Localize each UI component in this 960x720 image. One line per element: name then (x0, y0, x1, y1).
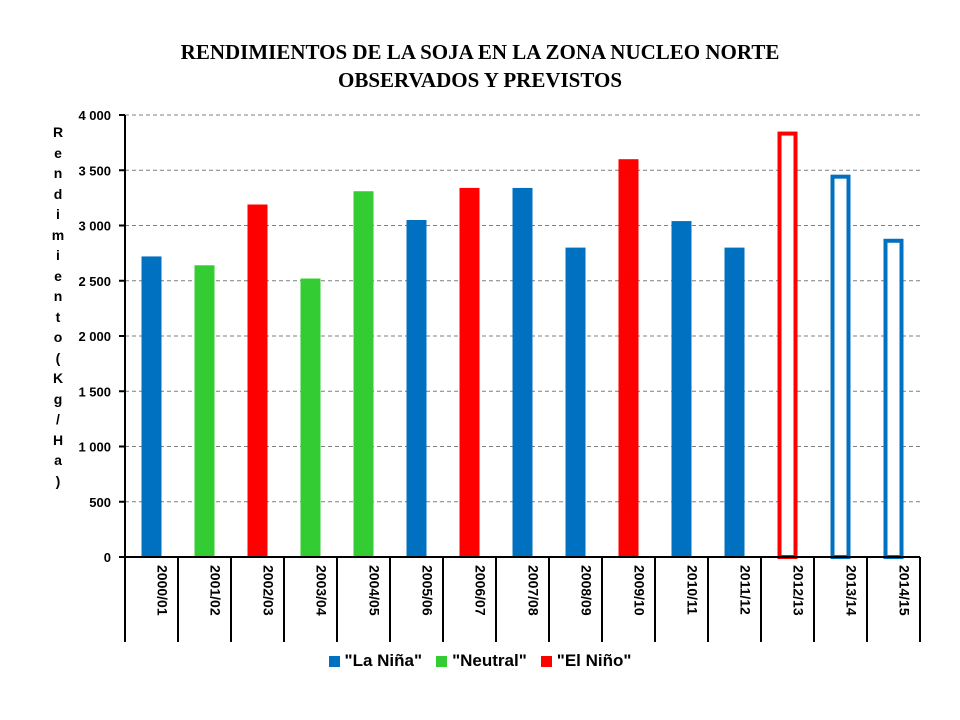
x-tick-label: 2004/05 (367, 565, 383, 616)
bar-predicted (830, 174, 851, 559)
y-axis-label-char: ) (55, 472, 61, 489)
legend-label: "Neutral" (452, 651, 527, 670)
y-axis-label-char: / (56, 411, 60, 427)
y-axis-label-char: K (52, 370, 64, 386)
x-tick-label: 2000/01 (155, 565, 171, 616)
bar-predicted (883, 238, 904, 559)
bar (141, 256, 162, 557)
x-tick-label: 2011/12 (738, 565, 754, 615)
legend-swatch (436, 655, 448, 667)
bar (565, 247, 586, 557)
y-axis-label-char: o (53, 329, 63, 345)
y-axis-label-char: n (53, 165, 63, 181)
y-tick-label: 4 000 (78, 108, 111, 123)
x-tick-label: 2014/15 (897, 565, 913, 616)
chart-title-line-2: OBSERVADOS Y PREVISTOS (337, 68, 623, 92)
y-axis-label-char: n (53, 288, 63, 304)
y-axis-label-char: i (56, 206, 60, 222)
legend-item: "Neutral" (436, 651, 527, 671)
y-axis-label-char: e (54, 267, 62, 284)
bar (618, 159, 639, 557)
y-tick-label: 3 000 (78, 219, 111, 234)
y-tick-label: 1 000 (78, 440, 111, 455)
legend-item: "La Niña" (328, 651, 423, 671)
bar (512, 187, 533, 557)
y-tick-label: 3 500 (78, 163, 111, 178)
legend-item: "El Niño" (540, 651, 632, 671)
y-tick-label: 2 500 (78, 274, 111, 289)
legend: "La Niña" "Neutral" "El Niño" (0, 651, 960, 671)
bar (671, 221, 692, 557)
legend-label: "El Niño" (556, 651, 632, 670)
chart-title: RENDIMIENTOS DE LA SOJA EN LA ZONA NUCLE… (0, 38, 960, 94)
bar (724, 247, 745, 557)
chart-title-line-1: RENDIMIENTOS DE LA SOJA EN LA ZONA NUCLE… (180, 40, 780, 64)
y-tick-label: 500 (89, 495, 111, 510)
x-tick-label: 2013/14 (844, 565, 860, 616)
bar-predicted (777, 131, 798, 559)
y-axis-label-char: R (52, 124, 64, 140)
x-tick-label: 2008/09 (579, 565, 595, 616)
y-axis-label-char: t (55, 308, 61, 325)
bar (459, 187, 480, 557)
y-axis-label-char: i (56, 247, 60, 263)
x-tick-label: 2009/10 (632, 565, 648, 616)
x-tick-label: 2005/06 (420, 565, 436, 616)
y-axis-label-char: a (54, 452, 62, 468)
y-axis-label-char: H (52, 431, 64, 448)
y-tick-label: 1 500 (78, 384, 111, 399)
y-tick-label: 2 000 (78, 329, 111, 344)
x-tick-label: 2007/08 (526, 565, 542, 616)
y-axis-label-char: g (53, 390, 63, 407)
x-tick-label: 2002/03 (261, 565, 277, 616)
x-tick-label: 2010/11 (685, 565, 701, 615)
y-axis-label-char: d (53, 185, 63, 202)
legend-swatch (328, 655, 340, 667)
y-axis-label-char: ( (55, 349, 61, 366)
bar (247, 204, 268, 557)
x-tick-label: 2006/07 (473, 565, 489, 616)
x-tick-label: 2012/13 (791, 565, 807, 616)
y-tick-label: 0 (104, 550, 111, 565)
bar (194, 265, 215, 557)
y-axis-label-char: e (54, 144, 62, 161)
legend-label: "La Niña" (344, 651, 423, 670)
bar (353, 191, 374, 557)
bar (406, 219, 427, 557)
x-tick-label: 2003/04 (314, 565, 330, 616)
bar (300, 278, 321, 557)
x-tick-label: 2001/02 (208, 565, 224, 616)
legend-swatch (540, 655, 552, 667)
y-axis-label-char: m (51, 226, 65, 243)
